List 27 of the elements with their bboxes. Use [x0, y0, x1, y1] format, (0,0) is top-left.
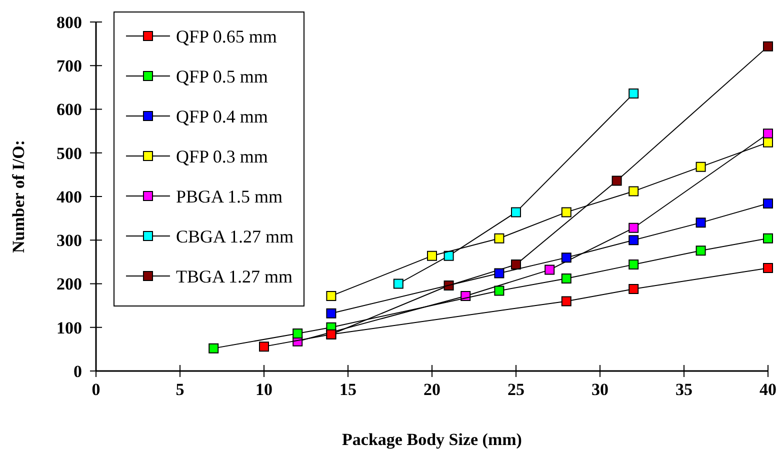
y-tick-label: 100	[56, 318, 82, 338]
x-tick-label: 0	[92, 380, 100, 399]
y-tick-label: 500	[56, 144, 82, 163]
y-tick-label: 800	[56, 12, 82, 32]
y-tick-label: 300	[56, 231, 82, 250]
y-tick-label: 0	[74, 362, 82, 381]
x-tick-label: 30	[592, 380, 608, 399]
x-tick-label: 20	[424, 380, 440, 399]
y-tick-label: 400	[56, 187, 82, 206]
legend-label: QFP 0.3 mm	[176, 146, 268, 166]
legend-label: QFP 0.65 mm	[176, 26, 277, 46]
legend-label: TBGA 1.27 mm	[176, 266, 293, 286]
x-axis-title: Package Body Size (mm)	[342, 430, 522, 449]
y-tick-label: 700	[56, 56, 82, 76]
x-tick-label: 15	[340, 380, 356, 399]
y-tick-label: 600	[56, 100, 82, 120]
legend-label: CBGA 1.27 mm	[176, 226, 294, 246]
legend-label: QFP 0.5 mm	[176, 66, 268, 86]
x-tick-label: 5	[176, 380, 184, 399]
y-tick-label: 200	[56, 274, 82, 294]
y-axis-title: Number of I/O:	[9, 140, 28, 254]
x-tick-label: 25	[508, 380, 524, 399]
legend-label: PBGA 1.5 mm	[176, 186, 283, 206]
legend-label: QFP 0.4 mm	[176, 106, 268, 126]
x-tick-label: 10	[256, 380, 272, 399]
x-tick-label: 40	[760, 380, 776, 399]
x-tick-label: 35	[676, 380, 692, 399]
